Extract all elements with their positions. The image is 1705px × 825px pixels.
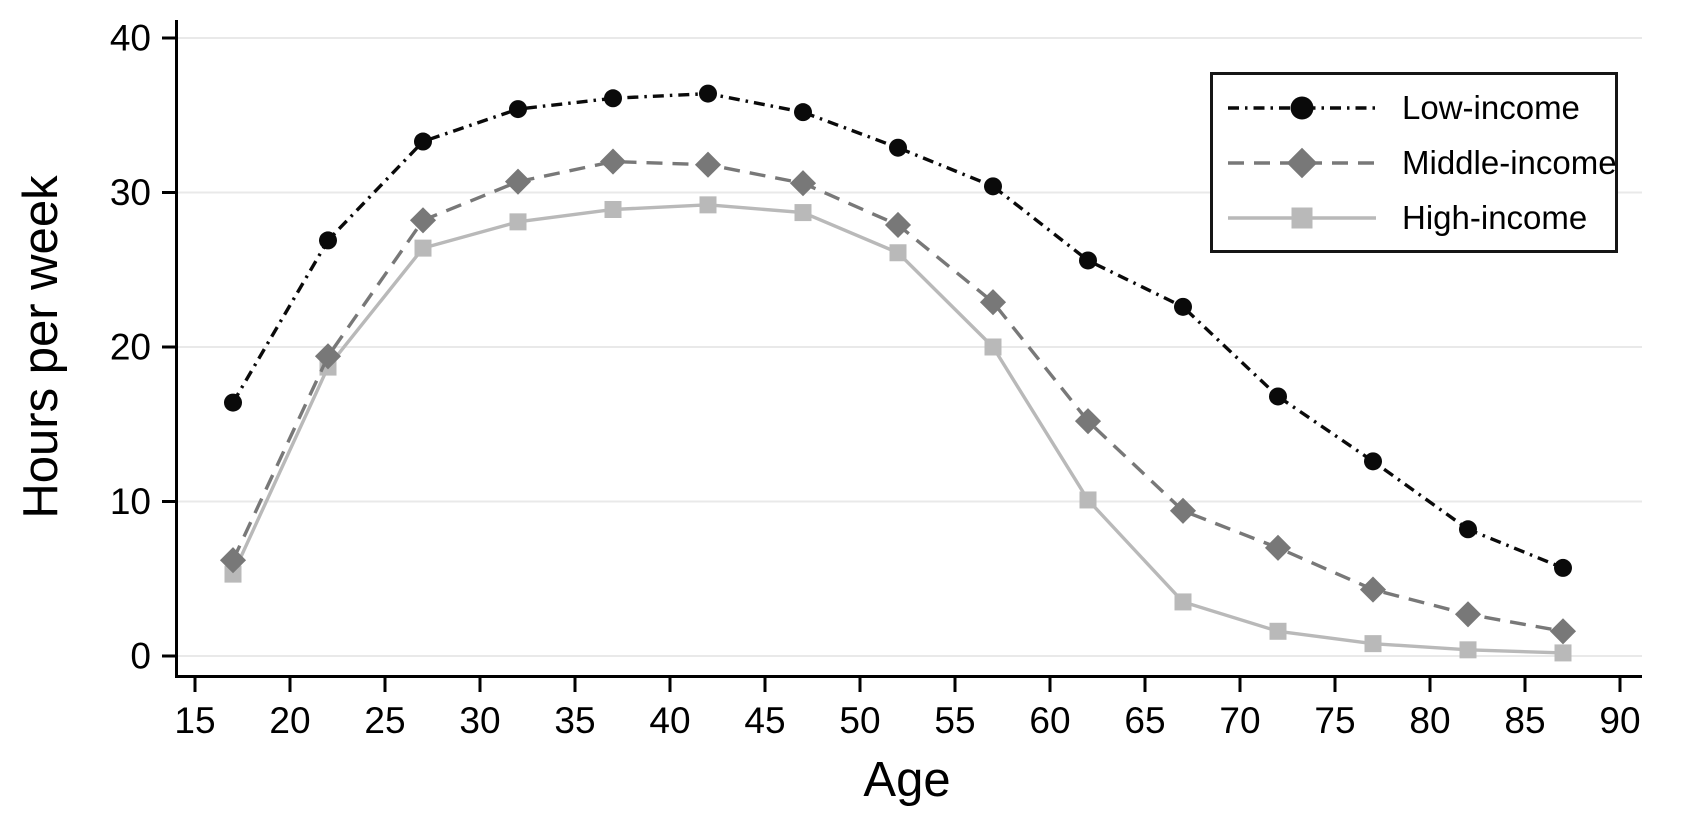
data-point-high-income-age-82 xyxy=(1459,641,1477,659)
y-tick-label-0: 0 xyxy=(130,636,151,677)
legend-sample-marker-diamond xyxy=(1286,147,1318,178)
data-point-middle-income-age-57 xyxy=(979,289,1007,316)
legend-sample-marker-square xyxy=(1291,207,1313,228)
y-tick-label-30: 30 xyxy=(110,172,151,213)
data-point-low-income-age-72 xyxy=(1269,387,1287,406)
legend-line-sample-middle-income xyxy=(1228,147,1376,178)
legend-label-high-income: High-income xyxy=(1402,198,1588,236)
y-tick-label-10: 10 xyxy=(110,481,151,522)
legend-line-sample-high-income xyxy=(1228,207,1376,228)
data-point-middle-income-age-77 xyxy=(1359,576,1387,603)
legend-line-sample-low-income xyxy=(1228,96,1376,119)
x-tick-label-75: 75 xyxy=(1314,700,1355,741)
data-point-low-income-age-77 xyxy=(1364,452,1382,471)
x-tick-label-70: 70 xyxy=(1219,700,1260,741)
x-tick-label-25: 25 xyxy=(364,700,405,741)
data-point-low-income-age-37 xyxy=(604,89,622,108)
data-point-high-income-age-72 xyxy=(1269,622,1287,640)
data-point-high-income-age-87 xyxy=(1554,644,1572,662)
data-point-high-income-age-77 xyxy=(1364,635,1382,653)
y-axis-title: Hours per week xyxy=(14,175,68,519)
data-point-high-income-age-32 xyxy=(509,213,527,231)
data-point-high-income-age-27 xyxy=(414,239,432,257)
data-point-middle-income-age-87 xyxy=(1549,618,1577,645)
data-point-high-income-age-52 xyxy=(889,244,907,262)
x-tick-label-45: 45 xyxy=(744,700,785,741)
x-tick-label-15: 15 xyxy=(174,700,215,741)
x-tick-label-55: 55 xyxy=(934,700,975,741)
data-point-middle-income-age-82 xyxy=(1454,601,1482,628)
legend-item-middle-income: Middle-income xyxy=(1228,135,1617,190)
data-point-low-income-age-17 xyxy=(224,393,242,412)
data-point-low-income-age-87 xyxy=(1554,558,1572,577)
data-point-high-income-age-57 xyxy=(984,338,1002,356)
x-tick-label-65: 65 xyxy=(1124,700,1165,741)
legend-sample-marker-circle xyxy=(1290,96,1314,119)
data-point-high-income-age-37 xyxy=(604,200,622,218)
x-tick-label-50: 50 xyxy=(839,700,880,741)
legend: Low-income Middle-income High-income xyxy=(1210,72,1618,253)
data-point-high-income-age-67 xyxy=(1174,593,1192,611)
series-line-low-income xyxy=(231,91,1564,570)
x-axis-title: Age xyxy=(863,753,951,807)
x-tick-label-90: 90 xyxy=(1599,700,1640,741)
x-tick-label-40: 40 xyxy=(649,700,690,741)
y-tick-label-20: 20 xyxy=(110,327,151,368)
data-point-middle-income-age-47 xyxy=(789,170,817,197)
data-point-low-income-age-52 xyxy=(889,138,907,157)
legend-label-low-income: Low-income xyxy=(1402,88,1580,126)
data-point-high-income-age-47 xyxy=(794,204,812,222)
legend-item-high-income: High-income xyxy=(1228,190,1615,245)
legend-item-low-income: Low-income xyxy=(1228,80,1615,135)
data-point-middle-income-age-72 xyxy=(1264,534,1292,561)
x-tick-label-30: 30 xyxy=(459,700,500,741)
data-point-middle-income-age-62 xyxy=(1074,408,1102,435)
y-tick-label-40: 40 xyxy=(110,18,151,59)
data-point-low-income-age-62 xyxy=(1079,251,1097,270)
data-point-middle-income-age-22 xyxy=(314,343,342,370)
data-point-low-income-age-42 xyxy=(699,84,717,103)
x-tick-label-85: 85 xyxy=(1504,700,1545,741)
x-tick-label-20: 20 xyxy=(269,700,310,741)
x-tick-label-60: 60 xyxy=(1029,700,1070,741)
data-point-middle-income-age-52 xyxy=(884,211,912,238)
legend-label-middle-income: Middle-income xyxy=(1402,143,1617,181)
data-point-low-income-age-47 xyxy=(794,103,812,122)
data-point-middle-income-age-32 xyxy=(504,168,532,195)
data-point-low-income-age-57 xyxy=(984,177,1002,196)
data-point-middle-income-age-37 xyxy=(599,148,627,175)
data-point-low-income-age-27 xyxy=(414,132,432,151)
data-point-low-income-age-67 xyxy=(1174,297,1192,316)
data-point-low-income-age-22 xyxy=(319,231,337,250)
data-point-middle-income-age-67 xyxy=(1169,497,1197,524)
x-tick-label-35: 35 xyxy=(554,700,595,741)
data-point-low-income-age-82 xyxy=(1459,520,1477,539)
data-point-high-income-age-17 xyxy=(224,565,242,583)
data-point-middle-income-age-42 xyxy=(694,151,722,178)
data-point-high-income-age-62 xyxy=(1079,491,1097,509)
data-point-middle-income-age-27 xyxy=(409,207,437,234)
data-point-low-income-age-32 xyxy=(509,100,527,119)
x-tick-label-80: 80 xyxy=(1409,700,1450,741)
data-point-high-income-age-42 xyxy=(699,196,717,214)
data-point-middle-income-age-17 xyxy=(219,547,247,574)
